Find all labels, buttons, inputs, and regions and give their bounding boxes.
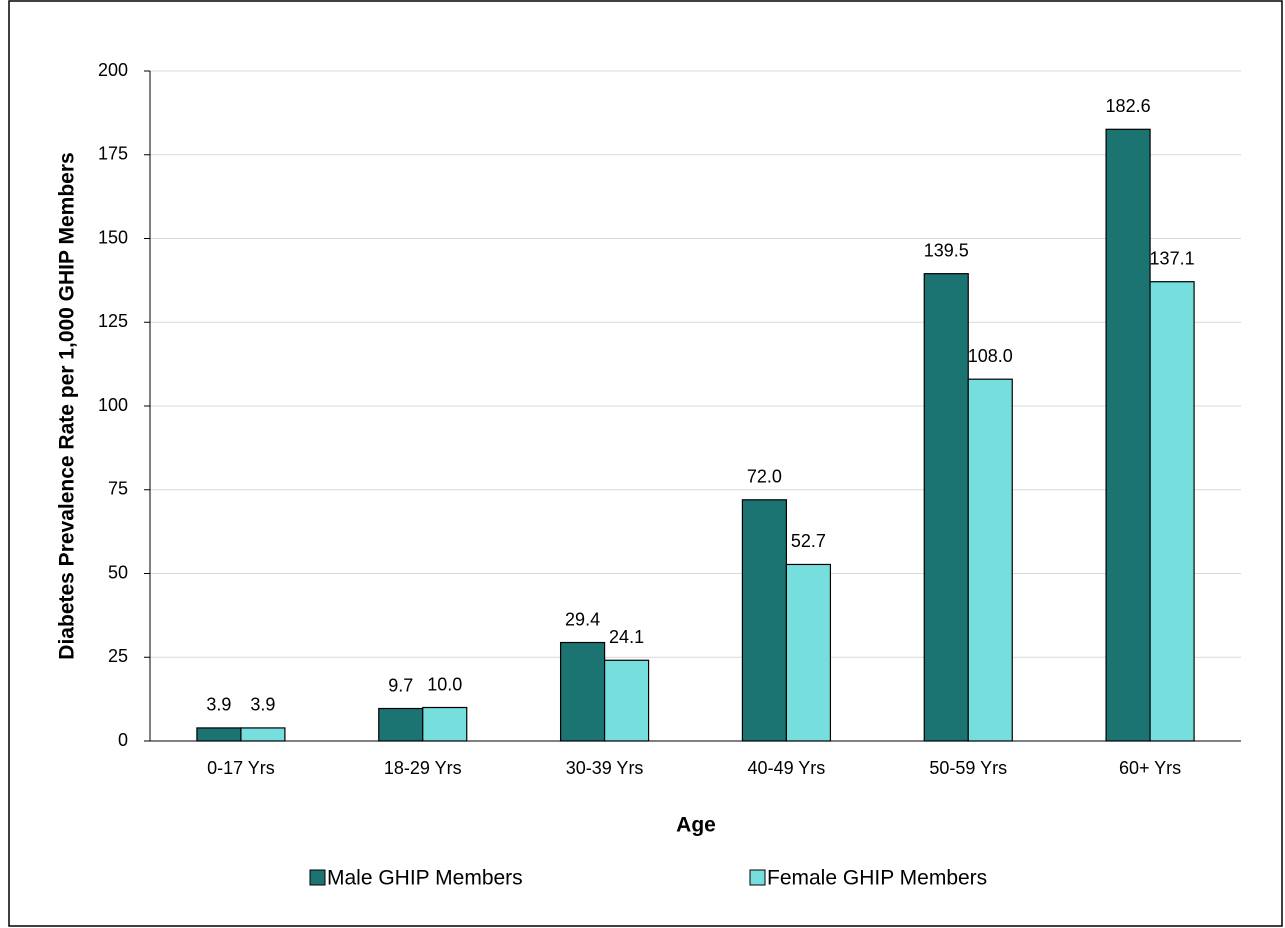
bar: [378, 707, 424, 742]
data-label: 24.1: [609, 627, 644, 647]
y-tick-label: 75: [108, 479, 128, 499]
legend-swatch: [309, 869, 326, 886]
x-tick-label: 50-59 Yrs: [929, 758, 1007, 778]
data-label: 3.9: [206, 695, 231, 715]
data-label: 3.9: [250, 695, 275, 715]
legend-swatch: [749, 869, 766, 886]
bar: [1149, 281, 1195, 742]
bar: [785, 563, 832, 742]
y-tick-label: 0: [118, 730, 128, 750]
x-tick-label: 30-39 Yrs: [566, 758, 644, 778]
bar: [559, 641, 606, 742]
x-tick-label: 0-17 Yrs: [207, 758, 275, 778]
x-tick-label: 18-29 Yrs: [384, 758, 462, 778]
data-label: 137.1: [1150, 248, 1195, 268]
y-tick-label: 150: [98, 227, 128, 247]
data-label: 108.0: [968, 346, 1013, 366]
x-tick-label: 60+ Yrs: [1119, 758, 1181, 778]
legend-label: Male GHIP Members: [327, 867, 523, 890]
chart-frame: [8, 0, 1283, 927]
data-label: 72.0: [747, 467, 782, 487]
bar: [196, 727, 242, 742]
bar: [1105, 128, 1151, 742]
y-tick-label: 125: [98, 311, 128, 331]
bar: [923, 273, 969, 742]
bar: [240, 727, 286, 742]
bar: [603, 659, 650, 742]
x-axis-title: Age: [676, 814, 716, 837]
data-label: 10.0: [427, 674, 462, 694]
bar: [422, 706, 468, 742]
data-label: 29.4: [565, 609, 600, 629]
data-label: 9.7: [388, 675, 413, 695]
x-tick-label: 40-49 Yrs: [748, 758, 826, 778]
y-tick-label: 200: [98, 60, 128, 80]
data-label: 52.7: [791, 531, 826, 551]
y-tick-label: 100: [98, 395, 128, 415]
bar: [967, 378, 1013, 742]
data-label: 182.6: [1106, 96, 1151, 116]
bar: [741, 499, 788, 742]
legend-label: Female GHIP Members: [767, 867, 987, 890]
data-label: 139.5: [924, 240, 969, 260]
y-axis-title: Diabetes Prevalence Rate per 1,000 GHIP …: [56, 152, 79, 659]
y-tick-label: 175: [98, 144, 128, 164]
y-tick-label: 50: [108, 562, 128, 582]
y-tick-label: 25: [108, 646, 128, 666]
